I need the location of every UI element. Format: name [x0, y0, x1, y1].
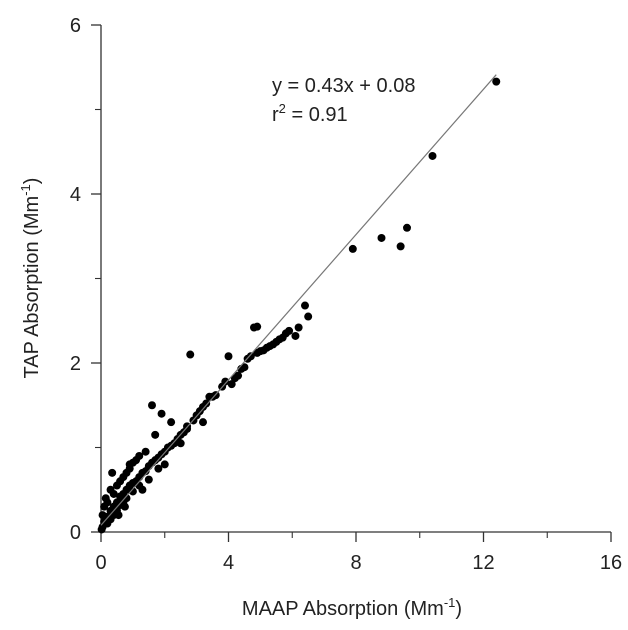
x-axis-label-main: MAAP Absorption (Mm	[242, 598, 444, 620]
x-tick-label: 4	[223, 552, 234, 574]
data-point	[397, 242, 405, 250]
data-point	[199, 418, 207, 426]
r-squared-value: = 0.91	[286, 104, 348, 126]
x-ticks: 0 4 8 12 16	[95, 532, 622, 574]
x-tick-label: 0	[95, 552, 106, 574]
data-points	[98, 78, 501, 534]
data-point	[291, 332, 299, 340]
data-point	[349, 245, 357, 253]
data-point	[186, 351, 194, 359]
data-point	[132, 456, 140, 464]
data-point	[250, 324, 258, 332]
y-ticks: 0 2 4 6	[70, 15, 101, 544]
x-axis-label-sup: -1	[444, 595, 456, 610]
y-tick-label: 2	[70, 353, 81, 375]
data-point	[148, 401, 156, 409]
r-squared-sup: 2	[279, 101, 286, 116]
r-squared-annotation: r2 = 0.91	[272, 101, 348, 126]
data-point	[429, 152, 437, 160]
data-point	[167, 418, 175, 426]
data-point	[378, 234, 386, 242]
y-tick-label: 4	[70, 184, 81, 206]
fit-equation-annotation: y = 0.43x + 0.08	[272, 75, 415, 97]
data-point	[158, 410, 166, 418]
data-point	[295, 324, 303, 332]
data-point	[138, 486, 146, 494]
data-point	[492, 78, 500, 86]
data-point	[145, 476, 153, 484]
x-tick-label: 16	[600, 552, 622, 574]
data-point	[151, 431, 159, 439]
data-point	[301, 302, 309, 310]
data-point	[225, 352, 233, 360]
data-point	[304, 313, 312, 321]
data-point	[115, 511, 123, 519]
fit-line	[101, 75, 496, 526]
data-point	[154, 465, 162, 473]
axes	[101, 25, 611, 532]
data-point	[177, 439, 185, 447]
data-point	[102, 494, 110, 502]
x-axis-label-close: )	[455, 598, 462, 620]
x-tick-label: 8	[350, 552, 361, 574]
y-axis-label-close: )	[21, 178, 43, 185]
y-axis-label-main: TAP Absorption (Mm	[21, 196, 43, 379]
y-tick-label: 6	[70, 15, 81, 37]
data-point	[121, 503, 129, 511]
y-tick-label: 0	[70, 522, 81, 544]
data-point	[107, 486, 115, 494]
data-point	[403, 224, 411, 232]
data-point	[99, 511, 107, 519]
y-axis-label-sup: -1	[18, 184, 33, 196]
x-axis-label: MAAP Absorption (Mm-1)	[242, 595, 462, 620]
data-point	[98, 525, 106, 533]
y-axis-label: TAP Absorption (Mm-1)	[18, 178, 43, 379]
data-point	[108, 469, 116, 477]
x-tick-label: 12	[472, 552, 494, 574]
data-point	[100, 503, 108, 511]
